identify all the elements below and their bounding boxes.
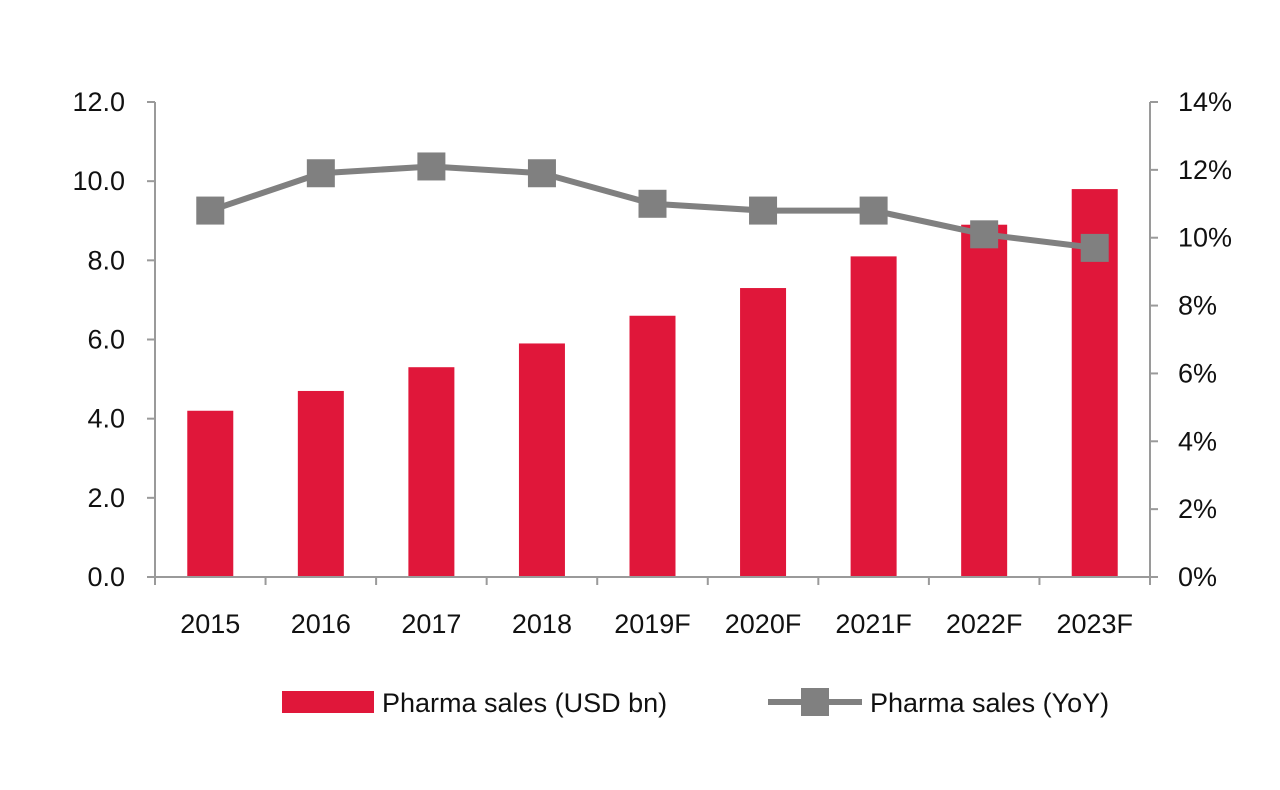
y-left-tick-label: 4.0 — [87, 404, 125, 434]
bar-2022F — [961, 224, 1008, 578]
y-left-tick-label: 0.0 — [87, 562, 125, 592]
x-tick-label: 2021F — [835, 609, 912, 639]
y-right-tick-label: 6% — [1178, 358, 1217, 388]
yoy-point-2021F — [859, 196, 888, 225]
bar-2019F — [629, 315, 676, 577]
yoy-point-2019F — [638, 189, 667, 218]
yoy-point-2016 — [306, 159, 335, 188]
y-right-tick-label: 0% — [1178, 562, 1217, 592]
bars-layer — [187, 189, 1118, 578]
yoy-point-2020F — [749, 196, 778, 225]
y-right-tick-label: 10% — [1178, 223, 1232, 253]
y-left-tick-label: 2.0 — [87, 483, 125, 513]
x-tick-label: 2023F — [1056, 609, 1133, 639]
yoy-point-2017 — [417, 152, 446, 181]
axes-layer: 0.0 2.0 4.0 6.0 8.0 10.0 12.0 0% 2% 4% 6% 8% 10% 12% 1… — [72, 87, 1232, 639]
y-right-tick-label: 12% — [1178, 155, 1232, 185]
y-right-tick-label: 4% — [1178, 426, 1217, 456]
y-right-tick-label: 2% — [1178, 494, 1217, 524]
x-tick-label: 2018 — [512, 609, 572, 639]
yoy-point-2015 — [196, 196, 225, 225]
legend-bar-label: Pharma sales (USD bn) — [382, 688, 667, 718]
y-left-tick-label: 8.0 — [87, 245, 125, 275]
legend-line-label: Pharma sales (YoY) — [870, 688, 1109, 718]
legend-bar-swatch — [282, 691, 374, 713]
x-tick-label: 2019F — [614, 609, 691, 639]
legend-line-marker — [801, 688, 829, 716]
y-left-tick-label: 12.0 — [72, 87, 125, 117]
y-right-tick-label: 8% — [1178, 291, 1217, 321]
y-left-tick-label: 6.0 — [87, 325, 125, 355]
line-layer — [196, 152, 1109, 262]
bar-2016 — [297, 390, 344, 577]
bar-2021F — [850, 256, 897, 577]
x-tick-label: 2020F — [725, 609, 802, 639]
bar-2017 — [408, 367, 455, 577]
yoy-point-2018 — [527, 159, 556, 188]
yoy-point-2022F — [970, 220, 999, 249]
y-right-tick-label: 14% — [1178, 87, 1232, 117]
x-tick-label: 2022F — [946, 609, 1023, 639]
legend: Pharma sales (USD bn) Pharma sales (YoY) — [282, 688, 1109, 718]
y-left-tick-label: 10.0 — [72, 166, 125, 196]
x-tick-label: 2017 — [401, 609, 461, 639]
bar-2020F — [740, 288, 787, 577]
bar-2018 — [518, 343, 565, 577]
x-tick-label: 2016 — [291, 609, 351, 639]
yoy-point-2023F — [1080, 233, 1109, 262]
x-tick-label: 2015 — [180, 609, 240, 639]
bar-2015 — [187, 410, 234, 577]
